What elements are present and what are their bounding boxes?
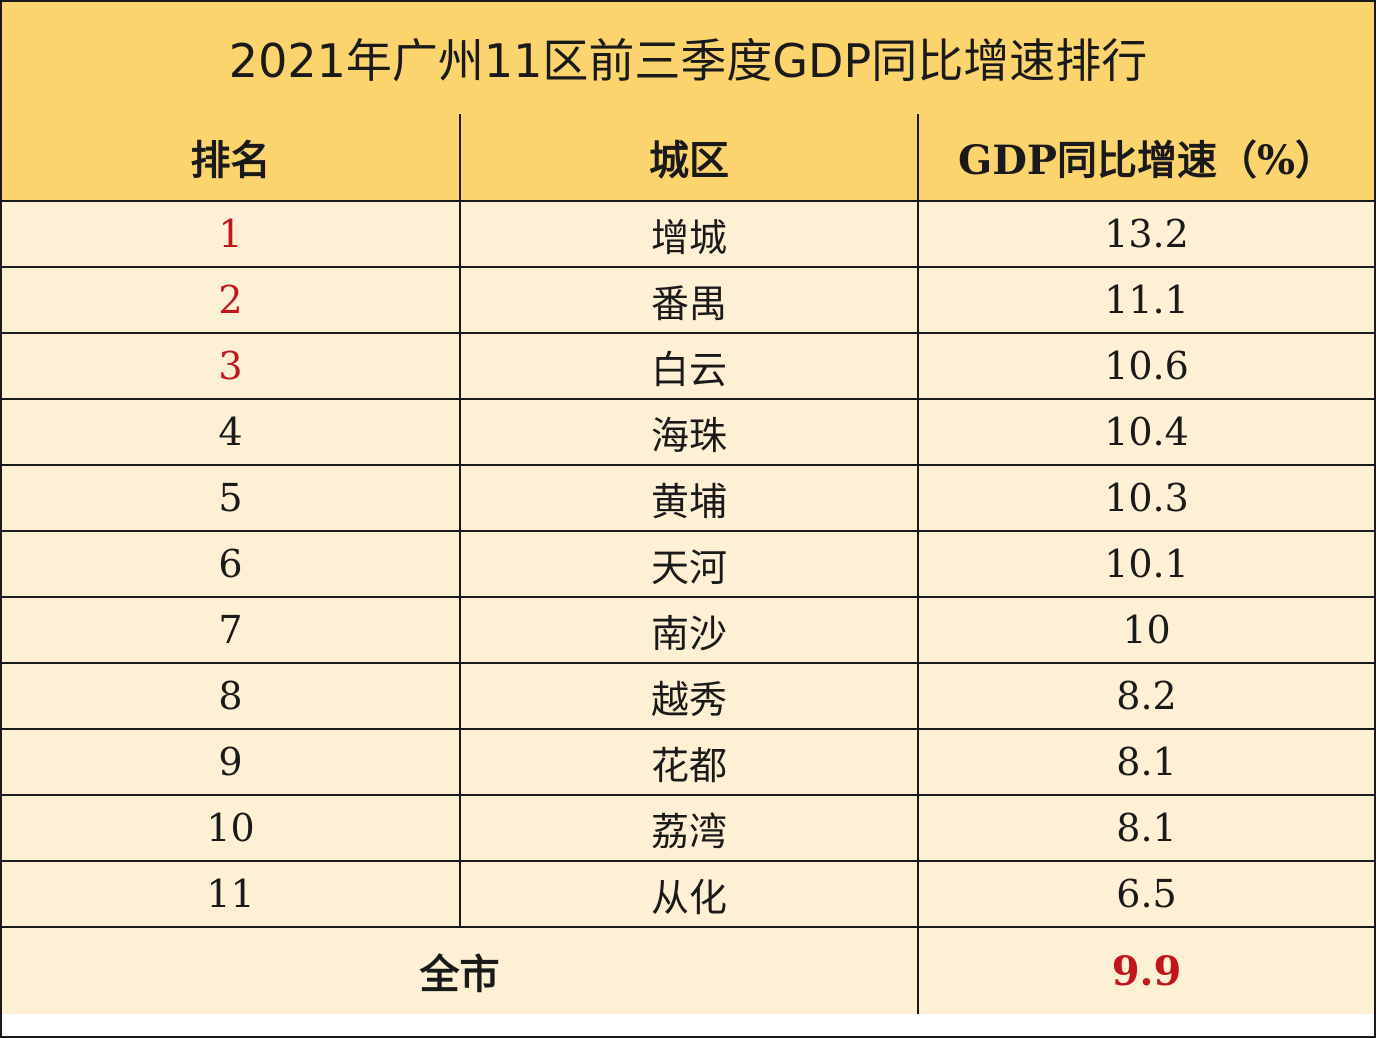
table-row: 9 花都 8.1 xyxy=(2,728,1374,796)
page-title: 2021年广州11区前三季度GDP同比增速排行 xyxy=(2,2,1374,116)
rank-cell: 11 xyxy=(2,860,461,928)
rank-cell: 5 xyxy=(2,464,461,532)
district-cell: 花都 xyxy=(459,728,919,796)
ranking-table: 排名 城区 GDP同比增速（%） 1 增城 13.2 2 番禺 11.1 3 白云 10.6 4 海… xyxy=(2,114,1374,1014)
district-cell: 黄埔 xyxy=(459,464,919,532)
district-cell: 天河 xyxy=(459,530,919,598)
district-cell: 白云 xyxy=(459,332,919,400)
growth-cell: 10.3 xyxy=(917,464,1374,532)
table-row: 6 天河 10.1 xyxy=(2,530,1374,598)
growth-cell: 11.1 xyxy=(917,266,1374,334)
district-cell: 越秀 xyxy=(459,662,919,730)
district-cell: 海珠 xyxy=(459,398,919,466)
district-cell: 增城 xyxy=(459,200,919,268)
growth-cell: 8.2 xyxy=(917,662,1374,730)
table-row: 1 增城 13.2 xyxy=(2,200,1374,268)
rank-cell: 7 xyxy=(2,596,461,664)
table-row: 5 黄埔 10.3 xyxy=(2,464,1374,532)
total-label: 全市 xyxy=(2,926,919,1014)
rank-cell: 10 xyxy=(2,794,461,862)
growth-cell: 10.1 xyxy=(917,530,1374,598)
district-cell: 荔湾 xyxy=(459,794,919,862)
growth-cell: 10 xyxy=(917,596,1374,664)
table-row: 4 海珠 10.4 xyxy=(2,398,1374,466)
rank-cell: 6 xyxy=(2,530,461,598)
growth-cell: 10.4 xyxy=(917,398,1374,466)
table-header-row: 排名 城区 GDP同比增速（%） xyxy=(2,114,1374,202)
district-cell: 番禺 xyxy=(459,266,919,334)
table-row: 11 从化 6.5 xyxy=(2,860,1374,928)
district-cell: 从化 xyxy=(459,860,919,928)
table-row: 10 荔湾 8.1 xyxy=(2,794,1374,862)
growth-cell: 13.2 xyxy=(917,200,1374,268)
column-header-growth: GDP同比增速（%） xyxy=(917,114,1374,202)
growth-cell: 6.5 xyxy=(917,860,1374,928)
growth-cell: 8.1 xyxy=(917,794,1374,862)
table-body: 1 增城 13.2 2 番禺 11.1 3 白云 10.6 4 海珠 10.4 5 黄埔 10.3 6 天河 10… xyxy=(2,200,1374,928)
column-header-district: 城区 xyxy=(459,114,919,202)
rank-cell: 2 xyxy=(2,266,461,334)
growth-cell: 8.1 xyxy=(917,728,1374,796)
rank-cell: 4 xyxy=(2,398,461,466)
rank-cell: 3 xyxy=(2,332,461,400)
table-row: 8 越秀 8.2 xyxy=(2,662,1374,730)
column-header-rank: 排名 xyxy=(2,114,461,202)
total-growth-value: 9.9 xyxy=(917,926,1374,1014)
rank-cell: 9 xyxy=(2,728,461,796)
total-row: 全市 9.9 xyxy=(2,926,1374,1014)
growth-cell: 10.6 xyxy=(917,332,1374,400)
district-cell: 南沙 xyxy=(459,596,919,664)
rank-cell: 8 xyxy=(2,662,461,730)
table-row: 7 南沙 10 xyxy=(2,596,1374,664)
table-row: 2 番禺 11.1 xyxy=(2,266,1374,334)
table-row: 3 白云 10.6 xyxy=(2,332,1374,400)
rank-cell: 1 xyxy=(2,200,461,268)
